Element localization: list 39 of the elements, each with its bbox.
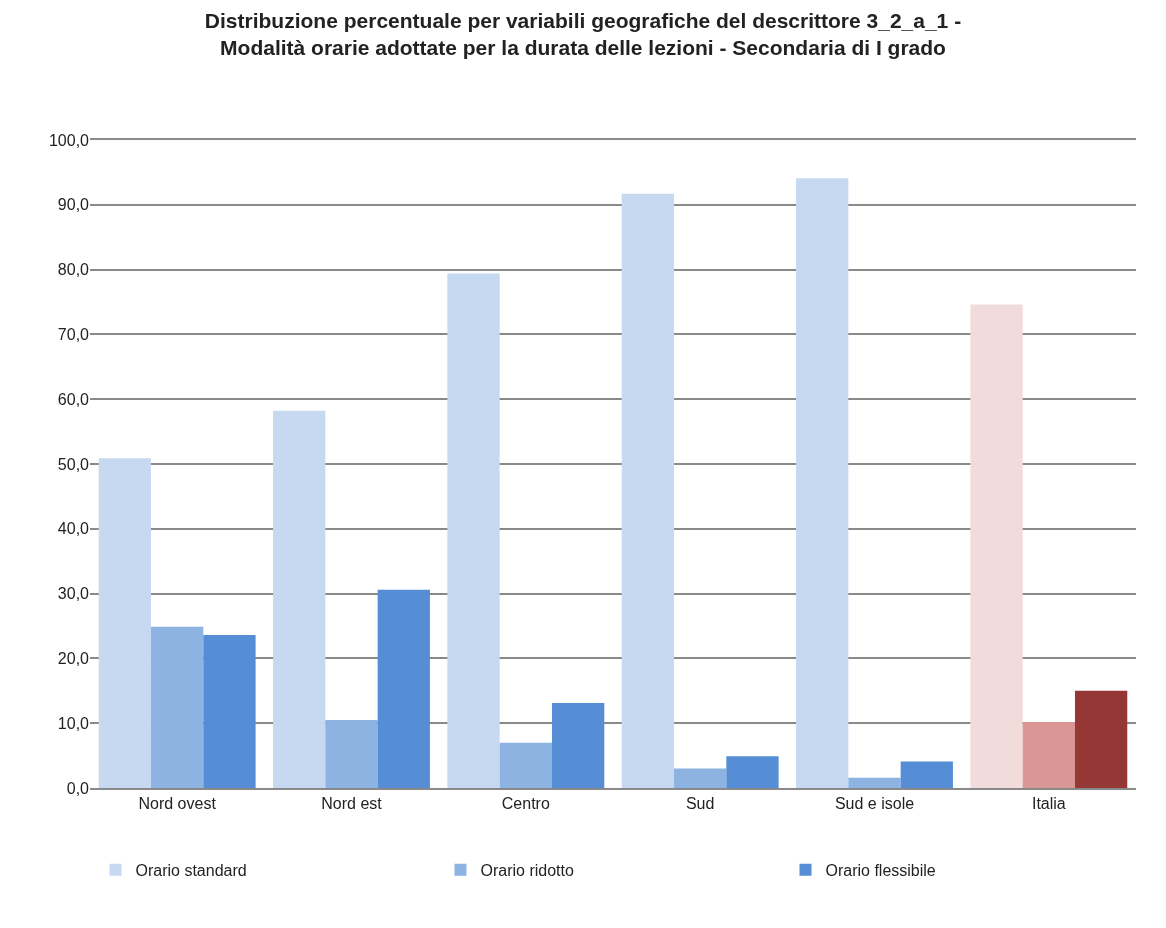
x-tick-label: Nord est [321,795,383,813]
y-tick-label: 50,0 [57,455,90,473]
x-tick-label: Nord ovest [138,795,217,813]
bar [325,719,378,788]
y-tick-label: 40,0 [57,520,90,538]
x-tick-label: Sud [685,795,715,813]
x-tick-label: Centro [501,795,550,813]
y-tick-label: 0,0 [66,779,90,797]
bar [447,273,500,788]
bar [848,777,901,788]
y-tick-label: 90,0 [57,196,90,214]
bar [499,742,552,788]
bar [674,768,727,788]
y-tick-label: 30,0 [57,585,90,603]
bar [900,761,953,788]
bar [796,178,849,788]
bar [621,193,675,788]
legend-label: Orario flessibile [825,861,936,879]
bar [1074,690,1128,788]
x-tick-label: Sud e isole [834,795,915,813]
bar [970,304,1023,788]
x-tick-label: Italia [1031,795,1066,813]
chart-title: Distribuzione percentuale per variabili geografiche del descrittore 3_2_a_1 - Modalità orarie adottate per la durata delle lezioni - Secondaria di I grado [204,8,962,60]
bar [377,589,430,788]
y-tick-label: 80,0 [57,261,90,279]
bar [98,458,152,788]
y-tick-label: 60,0 [57,390,90,408]
y-tick-label: 10,0 [57,714,90,732]
legend-label: Orario ridotto [480,861,574,879]
y-tick-label: 20,0 [57,650,90,667]
legend-label: Orario standard [135,861,247,879]
bar [151,626,204,788]
y-tick-label: 70,0 [57,326,90,343]
bar [551,703,605,788]
bar [726,756,779,788]
bar [273,410,326,788]
bar [1022,721,1075,788]
y-tick-label: 100,0 [48,131,90,149]
bar [203,635,256,788]
